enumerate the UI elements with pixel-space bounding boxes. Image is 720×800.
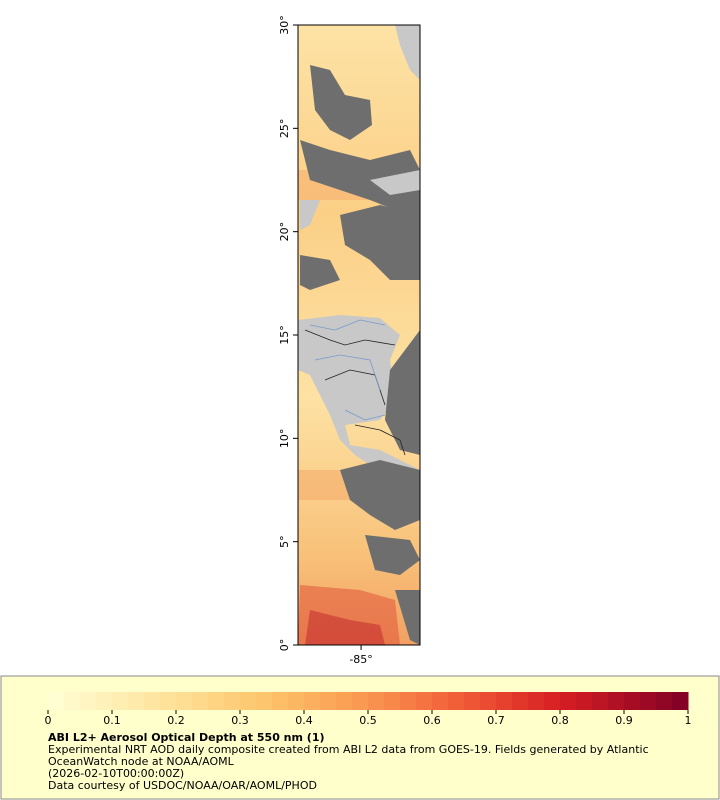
colorbar-swatch bbox=[336, 692, 353, 710]
colorbar-tick-label: 0 bbox=[45, 714, 52, 727]
colorbar-tick-label: 1 bbox=[685, 714, 692, 727]
y-tick-label: 25° bbox=[278, 119, 291, 139]
colorbar-swatch bbox=[496, 692, 513, 710]
colorbar-swatch bbox=[544, 692, 561, 710]
colorbar-swatch bbox=[368, 692, 385, 710]
colorbar-tick-label: 0.5 bbox=[359, 714, 377, 727]
colorbar-swatch bbox=[304, 692, 321, 710]
colorbar-swatch bbox=[64, 692, 81, 710]
colorbar-swatch bbox=[256, 692, 273, 710]
colorbar-swatch bbox=[464, 692, 481, 710]
colorbar-swatch bbox=[176, 692, 193, 710]
map-image bbox=[298, 25, 420, 645]
colorbar-swatch bbox=[96, 692, 113, 710]
colorbar-swatch bbox=[624, 692, 641, 710]
caption-line: OceanWatch node at NOAA/AOML bbox=[48, 755, 235, 768]
colorbar-swatch bbox=[288, 692, 305, 710]
colorbar-tick-label: 0.6 bbox=[423, 714, 441, 727]
colorbar-swatch bbox=[80, 692, 97, 710]
colorbar-swatch bbox=[656, 692, 673, 710]
colorbar-tick-label: 0.1 bbox=[103, 714, 121, 727]
colorbar-swatch bbox=[144, 692, 161, 710]
colorbar-swatch bbox=[672, 692, 689, 710]
colorbar-tick-label: 0.2 bbox=[167, 714, 185, 727]
colorbar-swatch bbox=[48, 692, 65, 710]
colorbar-swatch bbox=[592, 692, 609, 710]
colorbar-swatch bbox=[272, 692, 289, 710]
colorbar-swatch bbox=[608, 692, 625, 710]
colorbar-swatch bbox=[208, 692, 225, 710]
colorbar-swatch bbox=[352, 692, 369, 710]
colorbar-swatch bbox=[560, 692, 577, 710]
colorbar-tick-label: 0.3 bbox=[231, 714, 249, 727]
colorbar-tick-label: 0.7 bbox=[487, 714, 505, 727]
caption-line: (2026-02-10T00:00:00Z) bbox=[48, 767, 184, 780]
colorbar-swatch bbox=[128, 692, 145, 710]
y-tick-label: 20° bbox=[278, 222, 291, 242]
colorbar-swatch bbox=[576, 692, 593, 710]
y-tick-label: 5° bbox=[278, 535, 291, 548]
colorbar-swatch bbox=[432, 692, 449, 710]
caption-line: Experimental NRT AOD daily composite cre… bbox=[48, 743, 649, 756]
colorbar-tick-label: 0.8 bbox=[551, 714, 569, 727]
colorbar-swatch bbox=[112, 692, 129, 710]
colorbar-title: ABI L2+ Aerosol Optical Depth at 550 nm … bbox=[48, 731, 325, 744]
colorbar-tick-label: 0.4 bbox=[295, 714, 313, 727]
colorbar-swatch bbox=[400, 692, 417, 710]
colorbar-tick-label: 0.9 bbox=[615, 714, 633, 727]
colorbar-swatch bbox=[480, 692, 497, 710]
x-tick-label: -85° bbox=[349, 653, 372, 666]
colorbar-swatch bbox=[192, 692, 209, 710]
caption-line: Data courtesy of USDOC/NOAA/OAR/AOML/PHO… bbox=[48, 779, 317, 792]
colorbar-swatch bbox=[416, 692, 433, 710]
colorbar-swatch bbox=[512, 692, 529, 710]
y-tick-label: 30° bbox=[278, 15, 291, 35]
colorbar-swatch bbox=[224, 692, 241, 710]
colorbar-swatch bbox=[448, 692, 465, 710]
colorbar-swatch bbox=[384, 692, 401, 710]
colorbar-swatch bbox=[528, 692, 545, 710]
colorbar-swatch bbox=[240, 692, 257, 710]
y-tick-label: 10° bbox=[278, 429, 291, 449]
colorbar-swatch bbox=[320, 692, 337, 710]
colorbar-swatch bbox=[640, 692, 657, 710]
colorbar-swatch bbox=[160, 692, 177, 710]
y-tick-label: 0° bbox=[278, 639, 291, 652]
y-tick-label: 15° bbox=[278, 325, 291, 345]
